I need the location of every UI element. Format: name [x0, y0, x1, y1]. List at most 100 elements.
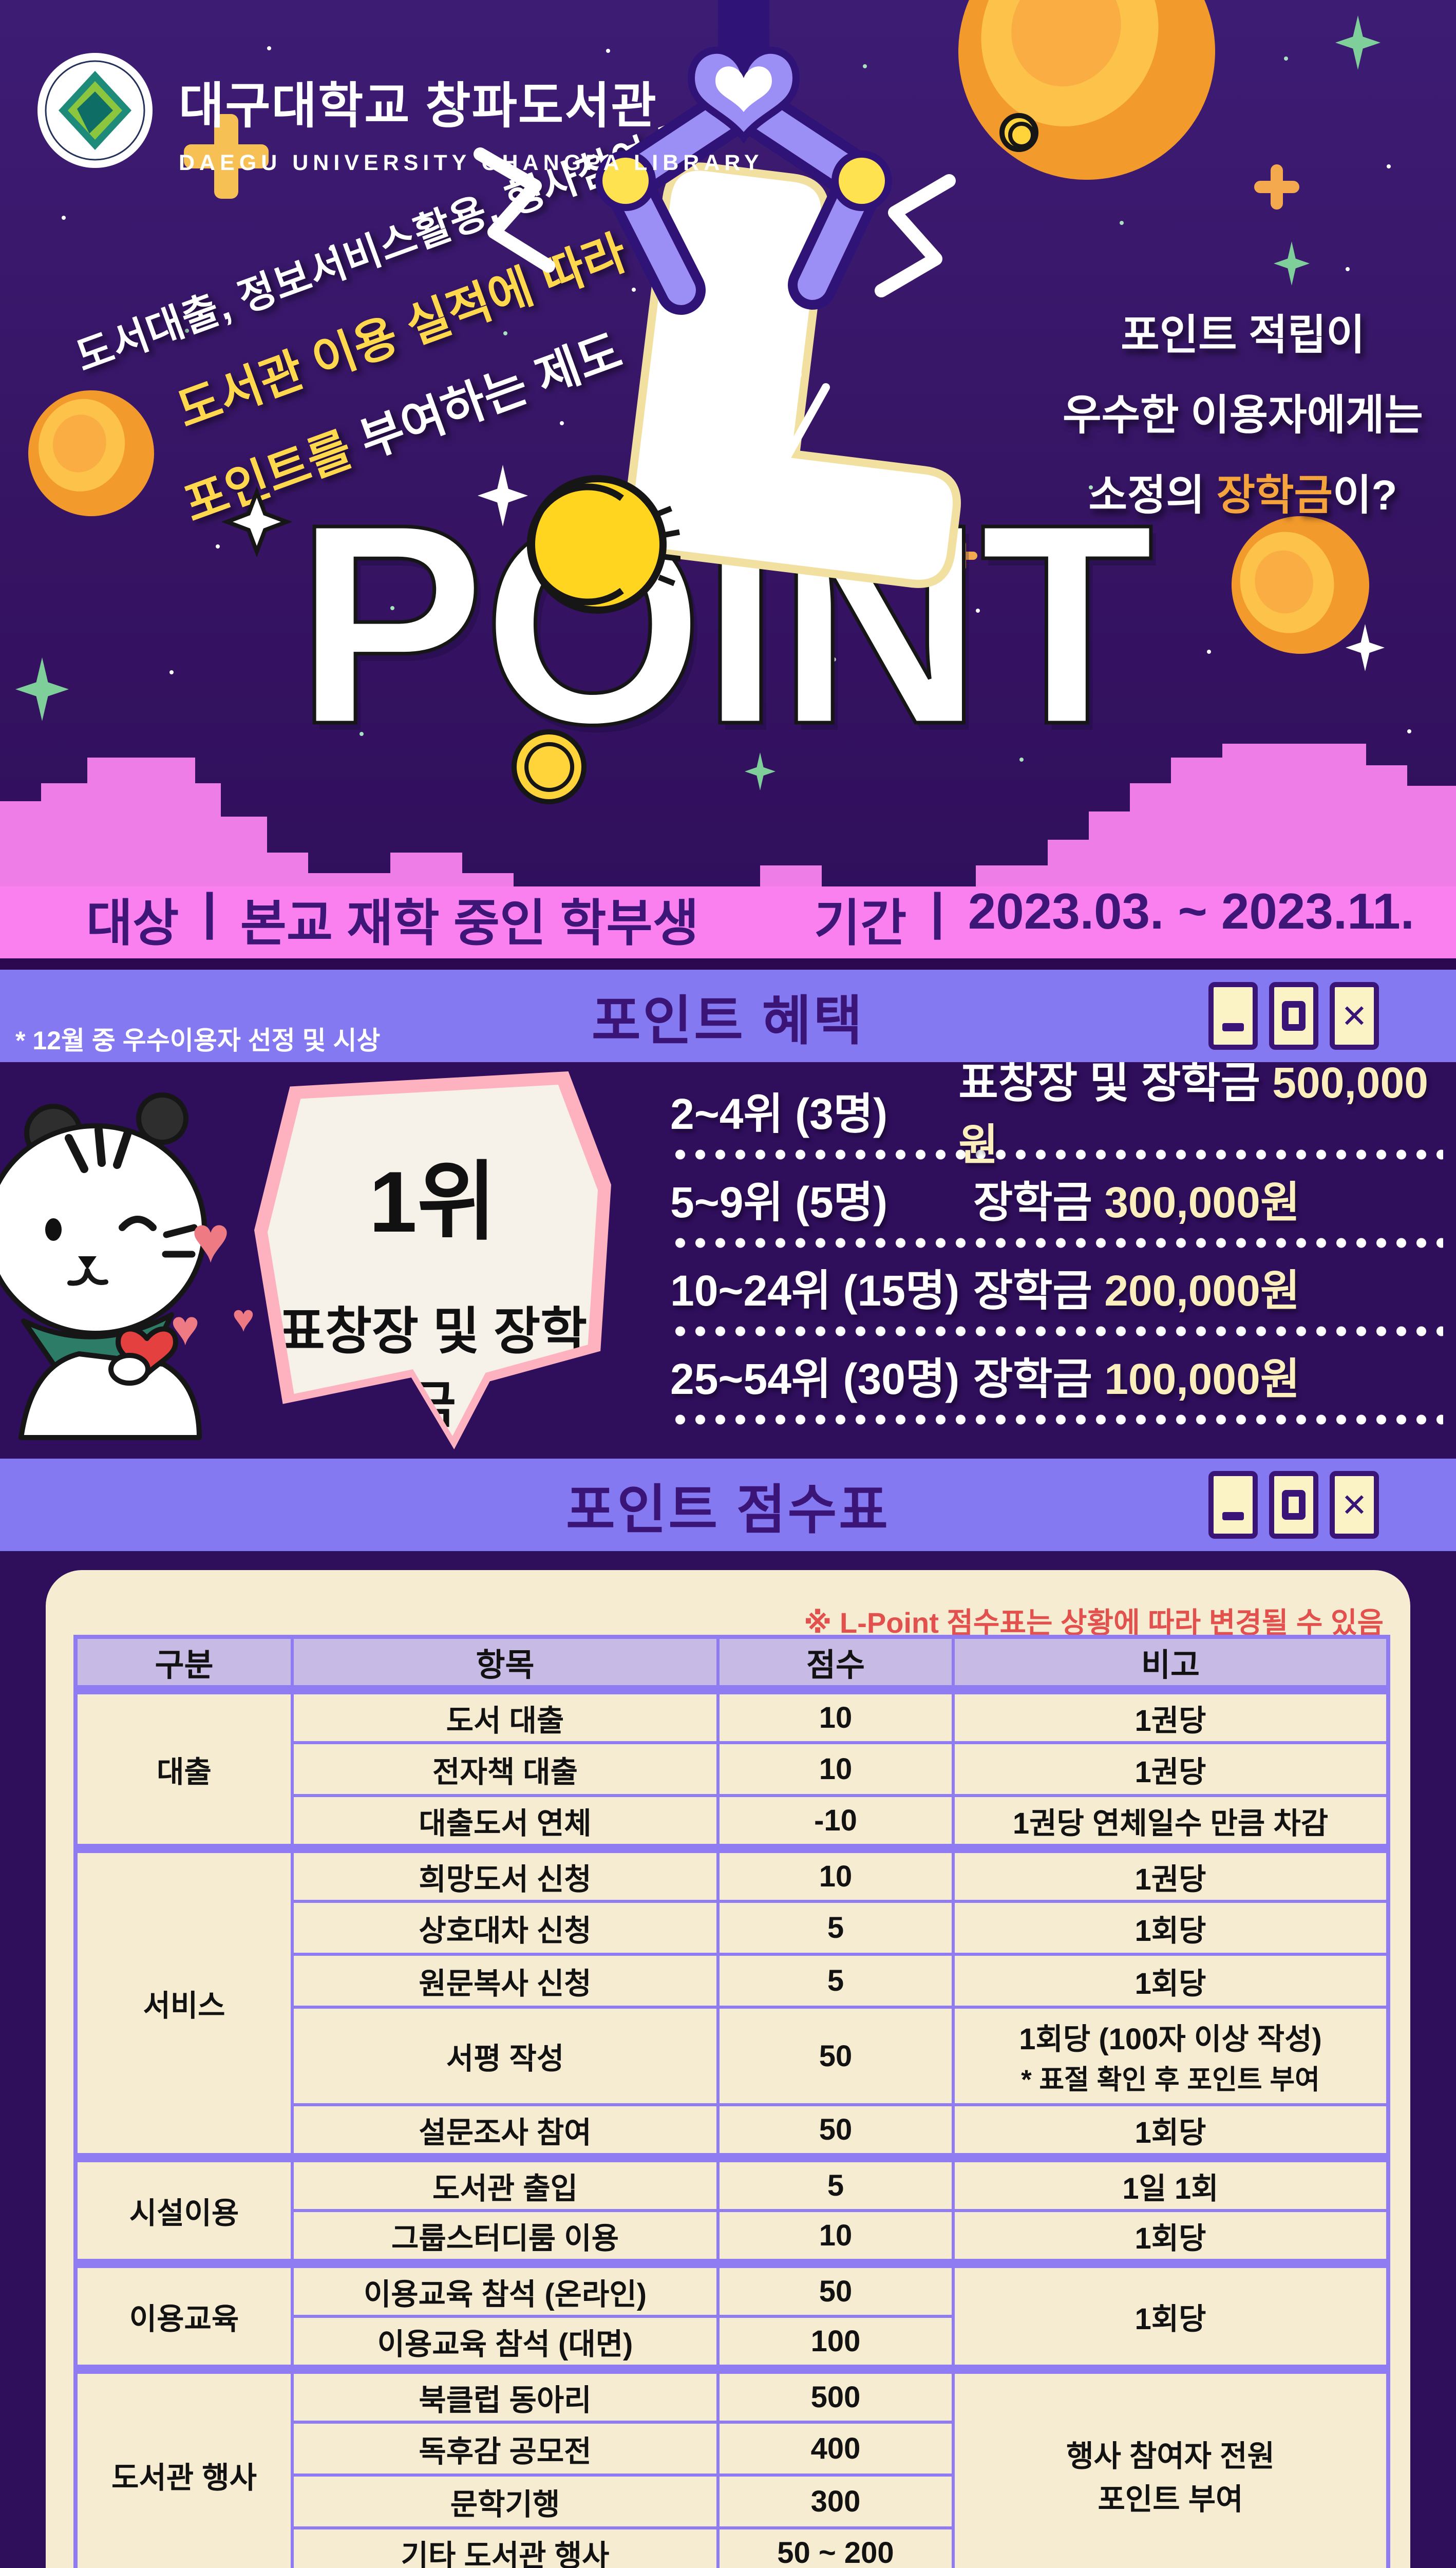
score-cell: 5: [716, 1900, 955, 1956]
column-header: 구분: [74, 1635, 294, 1693]
note-cell: 1회당 (100자 이상 작성) * 표절 확인 후 포인트 부여: [952, 2006, 1390, 2106]
close-button[interactable]: ✕: [1330, 1471, 1379, 1539]
period-info: 기간 | 2023.03. ~ 2023.11.: [814, 882, 1414, 955]
column-header: 비고: [952, 1635, 1390, 1693]
note-cell: 행사 참여자 전원 포인트 부여: [952, 2365, 1390, 2568]
note-cell: 1일 1회: [952, 2153, 1390, 2212]
score-cell: -10: [716, 1794, 955, 1850]
score-cell: 10: [716, 2209, 955, 2265]
score-cell: 5: [716, 2153, 955, 2212]
window-controls: ✕: [1208, 982, 1379, 1050]
table-row: 이용교육 참석 (대면) 100: [75, 2315, 1388, 2371]
minimize-icon: [1222, 1023, 1244, 1031]
score-panel: ※ L-Point 점수표는 상황에 따라 변경될 수 있음 구분 항목 점수 …: [46, 1570, 1410, 2568]
rank-prize: 장학금 100,000원: [973, 1354, 1300, 1403]
target-info: 대상 | 본교 재학 중인 학부생: [86, 882, 699, 955]
rank-label: 2~4위 (3명): [670, 1089, 888, 1138]
note-cell: 1회당: [952, 2209, 1390, 2265]
rank-label: 10~24위 (15명): [670, 1266, 960, 1315]
target-label: 대상: [86, 895, 179, 951]
library-logo: 대구대학교 창파도서관 DAEGU UNIVERSITY CHANGPA LIB…: [36, 51, 764, 176]
table-row: 서평 작성 50 1회당 (100자 이상 작성) * 표절 확인 후 포인트 …: [75, 2006, 1390, 2106]
coin-icon: [526, 475, 680, 614]
rank-row: 5~9위 (5명) 장학금 300,000원: [670, 1166, 1443, 1232]
period-label: 기간: [814, 895, 907, 951]
close-icon: ✕: [1341, 1487, 1368, 1523]
table-row: 원문복사 신청 5 1회당: [75, 1953, 1390, 2009]
score-cell: 50: [716, 2259, 955, 2318]
tiger-mascot: [0, 1092, 207, 1440]
hero-section: 대구대학교 창파도서관 DAEGU UNIVERSITY CHANGPA LIB…: [0, 0, 1456, 970]
table-row: 기타 도서관 행사 50 ~ 200: [75, 2526, 1388, 2568]
first-prize-rank: 1위: [369, 1154, 497, 1250]
table-row: 설문조사 참여 50 1회당: [75, 2103, 1390, 2159]
score-cell: 300: [716, 2473, 955, 2529]
item-cell: 이용교육 참석 (대면): [291, 2315, 720, 2371]
dotted-divider: [670, 1408, 1443, 1431]
item-cell: 상호대차 신청: [291, 1900, 720, 1956]
rank-row: 10~24위 (15명) 장학금 200,000원: [670, 1254, 1443, 1320]
close-button[interactable]: ✕: [1330, 982, 1379, 1050]
claw-machine-illustration: [221, 0, 961, 588]
maximize-button[interactable]: [1269, 982, 1318, 1050]
tagline-right: 포인트 적립이 우수한 이용자에게는 소정의 장학금이?: [1032, 295, 1453, 535]
note-cell: 1회당: [952, 1900, 1390, 1956]
first-prize-callout: 1위 표창장 및 장학금 1,000,000원: [254, 1071, 611, 1449]
table-header-row: 구분 항목 점수 비고: [74, 1635, 1390, 1693]
window-controls: ✕: [1208, 1471, 1379, 1539]
target-period-bar: 대상 | 본교 재학 중인 학부생 기간 | 2023.03. ~ 2023.1…: [0, 879, 1456, 958]
table-row: 그룹스터디룸 이용 10 1회당: [75, 2209, 1390, 2265]
benefits-note: * 12월 중 우수이용자 선정 및 시상: [15, 1026, 381, 1055]
benefits-section: ♥ ♥ ♥ 1위 표창장 및 장학금 1,000,000원 2~4위 (3명) …: [0, 1062, 1456, 1459]
score-section: ※ L-Point 점수표는 상황에 따라 변경될 수 있음 구분 항목 점수 …: [0, 1551, 1456, 2568]
heart-icon: ♥: [171, 1300, 200, 1355]
score-window-title: 포인트 점수표: [566, 1480, 890, 1540]
group-cell: 대출: [74, 1685, 294, 1850]
claw-joint-left: [595, 150, 656, 211]
score-cell: 400: [716, 2421, 955, 2477]
divider: |: [930, 883, 944, 939]
score-cell: 50: [716, 2103, 955, 2159]
benefits-window-title: 포인트 혜택: [591, 991, 865, 1051]
minimize-icon: [1222, 1512, 1244, 1520]
item-cell: 북클럽 동아리: [291, 2365, 720, 2424]
benefits-window-titlebar: 포인트 혜택 * 12월 중 우수이용자 선정 및 시상 ✕: [0, 970, 1456, 1062]
score-cell: 50 ~ 200: [716, 2526, 955, 2568]
score-cell: 10: [716, 1741, 955, 1797]
close-icon: ✕: [1341, 998, 1368, 1034]
plus-icon: [1254, 164, 1299, 210]
minimize-button[interactable]: [1208, 982, 1258, 1050]
rank-row: 25~54위 (30명) 장학금 100,000원: [670, 1343, 1443, 1408]
university-emblem-icon: [37, 53, 153, 168]
table-row: 상호대차 신청 5 1회당: [75, 1900, 1390, 1956]
maximize-button[interactable]: [1269, 1471, 1318, 1539]
tagline-right-line1: 포인트 적립이: [1121, 312, 1365, 358]
target-value: 본교 재학 중인 학부생: [240, 895, 699, 951]
note-cell: 1회당: [952, 2259, 1390, 2371]
item-cell: 도서 대출: [291, 1685, 720, 1744]
maximize-icon: [1282, 1490, 1306, 1520]
note-cell: 1권당: [952, 1685, 1390, 1744]
plus-icon: [184, 114, 269, 199]
note-cell: 1회당: [952, 2103, 1390, 2159]
table-row: 서비스 희망도서 신청 10 1권당: [74, 1844, 1390, 2159]
rank-row: 2~4위 (3명) 표창장 및 장학금 500,000원: [670, 1062, 1443, 1169]
item-cell: 설문조사 참여: [291, 2103, 720, 2159]
heart-icon: ♥: [191, 1203, 230, 1276]
rank-prize: 장학금 300,000원: [973, 1178, 1300, 1226]
zigzag-right-icon: [875, 174, 956, 297]
sparkle-icon: [221, 486, 293, 558]
divider: |: [202, 883, 217, 939]
tagline-right-line3: 소정의 장학금이?: [1088, 471, 1397, 519]
dotted-divider: [670, 1320, 1443, 1343]
speed-lines-icon: [717, 357, 830, 478]
item-cell: 그룹스터디룸 이용: [291, 2209, 720, 2265]
item-cell: 독후감 공모전: [291, 2421, 720, 2477]
item-cell: 기타 도서관 행사: [291, 2526, 720, 2568]
item-cell: 희망도서 신청: [291, 1844, 720, 1903]
table-row: 대출 도서 대출 10 1권당: [74, 1685, 1390, 1850]
minimize-button[interactable]: [1208, 1471, 1258, 1539]
pixel-mountains: [0, 744, 1456, 958]
point-score-table: 구분 항목 점수 비고 대출 도서 대출 10 1권당 전자책: [73, 1635, 1390, 2568]
